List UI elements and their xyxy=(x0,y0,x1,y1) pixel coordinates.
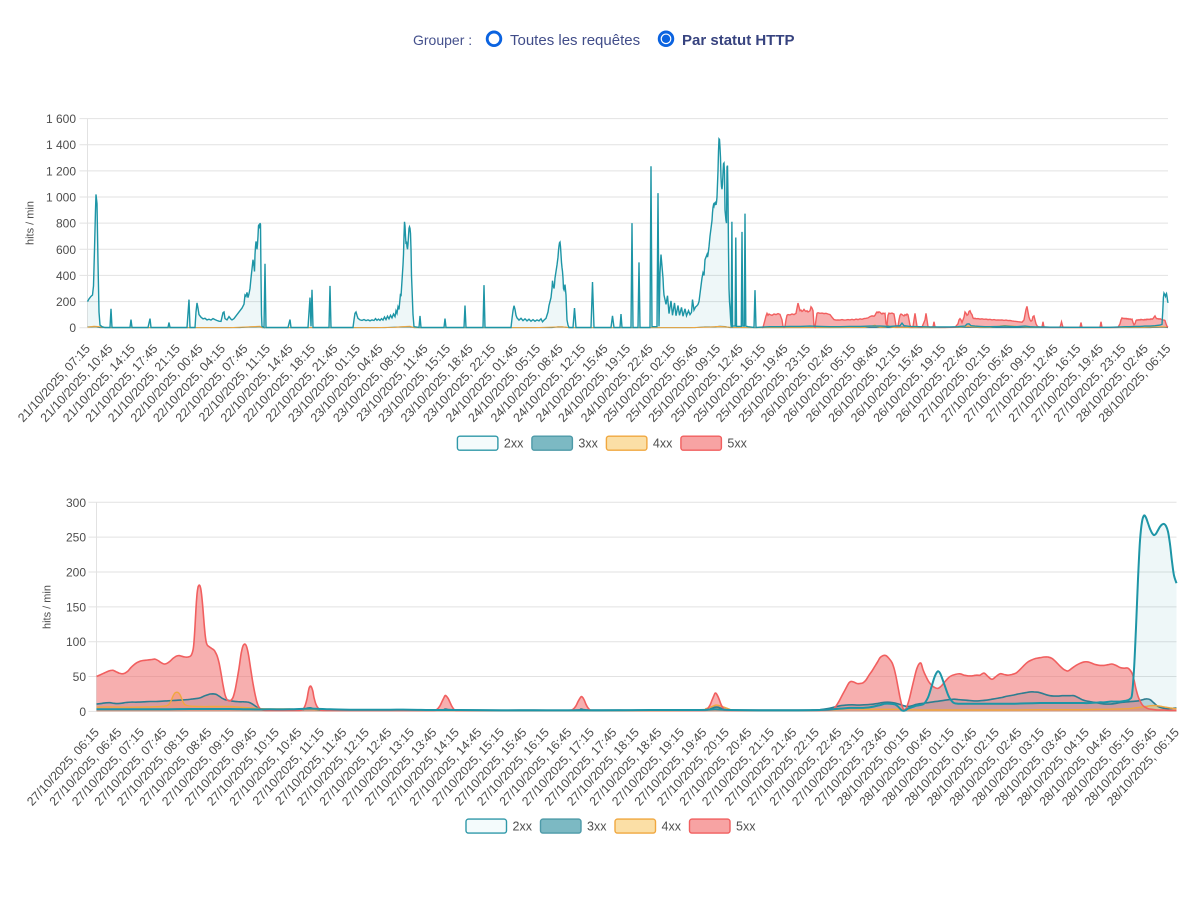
svg-text:150: 150 xyxy=(66,600,86,614)
svg-text:4xx: 4xx xyxy=(662,819,682,833)
svg-text:Toutes les requêtes: Toutes les requêtes xyxy=(510,32,640,49)
svg-text:2xx: 2xx xyxy=(513,819,533,833)
svg-text:3xx: 3xx xyxy=(578,437,598,451)
svg-text:4xx: 4xx xyxy=(653,437,673,451)
svg-text:0: 0 xyxy=(69,321,76,335)
svg-text:5xx: 5xx xyxy=(736,819,756,833)
svg-text:1 200: 1 200 xyxy=(46,164,76,178)
svg-text:1 400: 1 400 xyxy=(46,138,76,152)
svg-text:200: 200 xyxy=(66,566,86,580)
svg-text:50: 50 xyxy=(73,670,87,684)
svg-text:600: 600 xyxy=(56,243,76,257)
svg-text:100: 100 xyxy=(66,635,86,649)
svg-text:300: 300 xyxy=(66,496,86,510)
svg-text:2xx: 2xx xyxy=(504,437,524,451)
svg-text:Grouper :: Grouper : xyxy=(413,32,472,48)
svg-text:hits / min: hits / min xyxy=(25,201,37,245)
svg-text:5xx: 5xx xyxy=(727,437,747,451)
svg-text:hits / min: hits / min xyxy=(41,585,53,629)
svg-text:1 000: 1 000 xyxy=(46,191,76,205)
svg-text:0: 0 xyxy=(79,705,86,719)
svg-text:800: 800 xyxy=(56,217,76,231)
svg-text:400: 400 xyxy=(56,269,76,283)
svg-text:3xx: 3xx xyxy=(587,819,607,833)
svg-text:200: 200 xyxy=(56,295,76,309)
svg-text:Par statut HTTP: Par statut HTTP xyxy=(682,32,795,49)
svg-text:250: 250 xyxy=(66,531,86,545)
svg-text:1 600: 1 600 xyxy=(46,112,76,126)
